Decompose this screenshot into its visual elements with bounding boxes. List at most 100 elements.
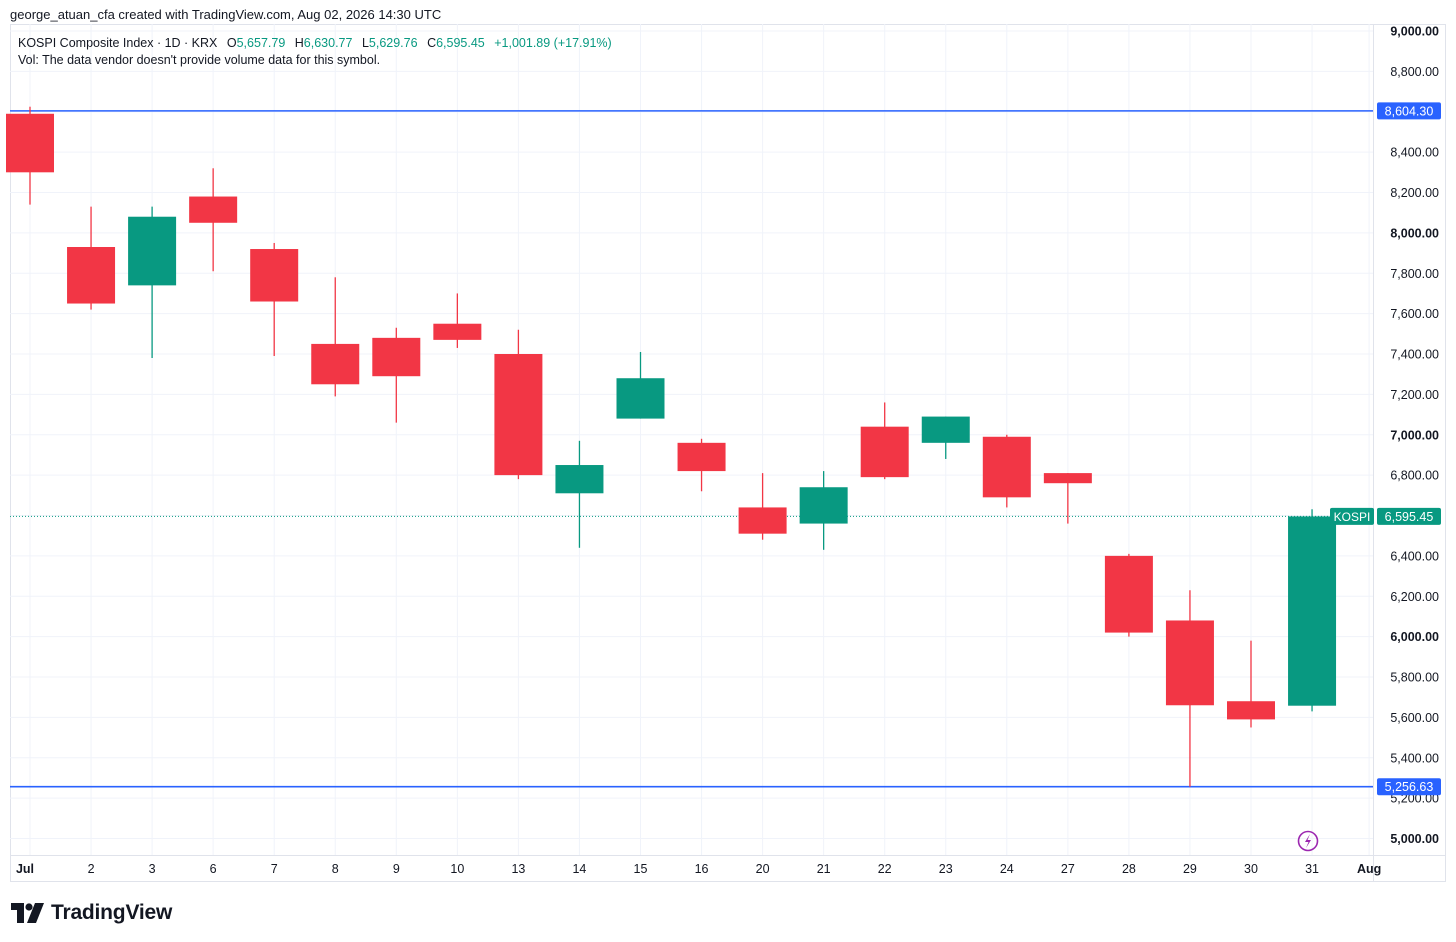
level-tag-text: 5,256.63: [1385, 780, 1434, 794]
legend-l-label: L: [362, 36, 369, 50]
candle-down[interactable]: [67, 206, 116, 310]
candle-down[interactable]: [1043, 473, 1092, 524]
time-tick-label: 7: [271, 862, 278, 876]
candle-body: [311, 343, 360, 385]
candle-down[interactable]: [311, 277, 360, 397]
time-tick-label: 8: [332, 862, 339, 876]
candle-body: [494, 354, 543, 476]
candle-body: [1104, 555, 1153, 633]
price-tick-label: 7,200.00: [1390, 388, 1439, 402]
legend-line: KOSPI Composite Index · 1D · KRX O5,657.…: [18, 36, 612, 50]
tradingview-logo-text: TradingView: [51, 901, 173, 924]
chart-caption: george_atuan_cfa created with TradingVie…: [10, 7, 442, 22]
price-tick-label: 7,800.00: [1390, 267, 1439, 281]
candle-body: [1288, 516, 1337, 706]
time-tick-label: 2: [88, 862, 95, 876]
tradingview-logo[interactable]: TradingView: [11, 900, 172, 926]
candle-down[interactable]: [494, 329, 543, 480]
price-tick-label: 6,400.00: [1390, 549, 1439, 563]
time-tick-label: 29: [1183, 862, 1197, 876]
price-tick-label: 7,000.00: [1390, 428, 1439, 442]
time-tick-label: 28: [1122, 862, 1136, 876]
price-tick-label: 6,200.00: [1390, 590, 1439, 604]
time-tick-label: 9: [393, 862, 400, 876]
time-tick-label: 24: [1000, 862, 1014, 876]
price-tick-label: 7,400.00: [1390, 348, 1439, 362]
price-tick-label: 6,800.00: [1390, 469, 1439, 483]
time-tick-label: 15: [634, 862, 648, 876]
time-tick-label: 3: [149, 862, 156, 876]
candle-down[interactable]: [1104, 553, 1153, 637]
candle-body: [433, 323, 482, 340]
time-tick-label: 21: [817, 862, 831, 876]
level-price-tag[interactable]: 8,604.30: [1377, 102, 1441, 120]
legend-h-value: 6,630.77: [304, 36, 353, 50]
candle-body: [128, 216, 177, 286]
time-tick-label: 14: [572, 862, 586, 876]
price-tick-label: 5,000.00: [1390, 832, 1439, 846]
price-tick-label: 7,600.00: [1390, 307, 1439, 321]
candle-body: [372, 337, 421, 377]
legend-l-value: 5,629.76: [369, 36, 418, 50]
candle-body: [6, 113, 54, 173]
candle-body: [250, 249, 299, 302]
price-tick-label: 6,000.00: [1390, 630, 1439, 644]
time-tick-label: Aug: [1357, 862, 1381, 876]
price-tick-label: 8,000.00: [1390, 226, 1439, 240]
price-tags: 8,604.30 5,256.63 KOSPI 6,595.45: [1330, 102, 1441, 796]
candle-body: [555, 465, 604, 494]
price-tick-label: 5,800.00: [1390, 671, 1439, 685]
candle-up[interactable]: [799, 471, 848, 550]
candle-down[interactable]: [372, 327, 421, 423]
time-tick-label: 22: [878, 862, 892, 876]
candle-body: [1227, 701, 1275, 720]
price-tick-label: 8,400.00: [1390, 146, 1439, 160]
time-tick-label: 20: [756, 862, 770, 876]
candle-body: [982, 436, 1031, 498]
candle-body: [1165, 620, 1214, 706]
price-tick-label: 8,200.00: [1390, 186, 1439, 200]
price-axis[interactable]: 5,000.005,200.005,400.005,600.005,800.00…: [1390, 25, 1439, 847]
candle-up[interactable]: [616, 351, 665, 419]
time-tick-label: 6: [210, 862, 217, 876]
time-tick-label: 23: [939, 862, 953, 876]
candle-body: [1043, 473, 1092, 484]
price-tick-label: 8,800.00: [1390, 65, 1439, 79]
candle-down[interactable]: [860, 402, 909, 480]
candle-down[interactable]: [433, 293, 482, 348]
candle-down[interactable]: [982, 434, 1031, 508]
candle-down[interactable]: [1227, 640, 1275, 728]
candle-down[interactable]: [1165, 590, 1214, 787]
price-tick-label: 5,600.00: [1390, 711, 1439, 725]
candle-down[interactable]: [738, 473, 787, 540]
candle-up[interactable]: [555, 440, 604, 548]
legend-o-label: O: [227, 36, 237, 50]
candle-down[interactable]: [677, 438, 726, 492]
grid: [10, 24, 1373, 855]
candle-body: [799, 487, 848, 524]
candle-body: [921, 416, 970, 443]
legend-change: +1,001.89 (+17.91%): [494, 36, 611, 50]
price-tick-label: 9,000.00: [1390, 25, 1439, 39]
level-price-tag[interactable]: 5,256.63: [1377, 778, 1441, 796]
symbol-tag-text: KOSPI: [1334, 510, 1371, 524]
legend-c-label: C: [427, 36, 436, 50]
candle-down[interactable]: [250, 242, 299, 357]
candle-up[interactable]: [921, 416, 970, 459]
candle-body: [67, 247, 116, 304]
legend-o-value: 5,657.79: [237, 36, 286, 50]
tradingview-logo-icon: [11, 903, 44, 923]
candle-up[interactable]: [128, 206, 177, 359]
legend-h-label: H: [295, 36, 304, 50]
lightning-icon[interactable]: [1297, 830, 1319, 852]
level-tag-text: 8,604.30: [1385, 104, 1434, 118]
time-axis[interactable]: Jul 2 3 6 7 8 9 10 13 14 15 16 20 21 22 23 24 27 28 29 30 31 A…: [16, 862, 1381, 876]
candle-down[interactable]: [189, 168, 238, 272]
candle-up[interactable]: [1288, 509, 1337, 712]
time-tick-label: 31: [1305, 862, 1319, 876]
level-lines: [10, 110, 1373, 788]
last-price-tag[interactable]: KOSPI 6,595.45: [1330, 507, 1441, 525]
level-tag-bg: [1377, 778, 1441, 796]
candle-down[interactable]: [6, 106, 54, 205]
